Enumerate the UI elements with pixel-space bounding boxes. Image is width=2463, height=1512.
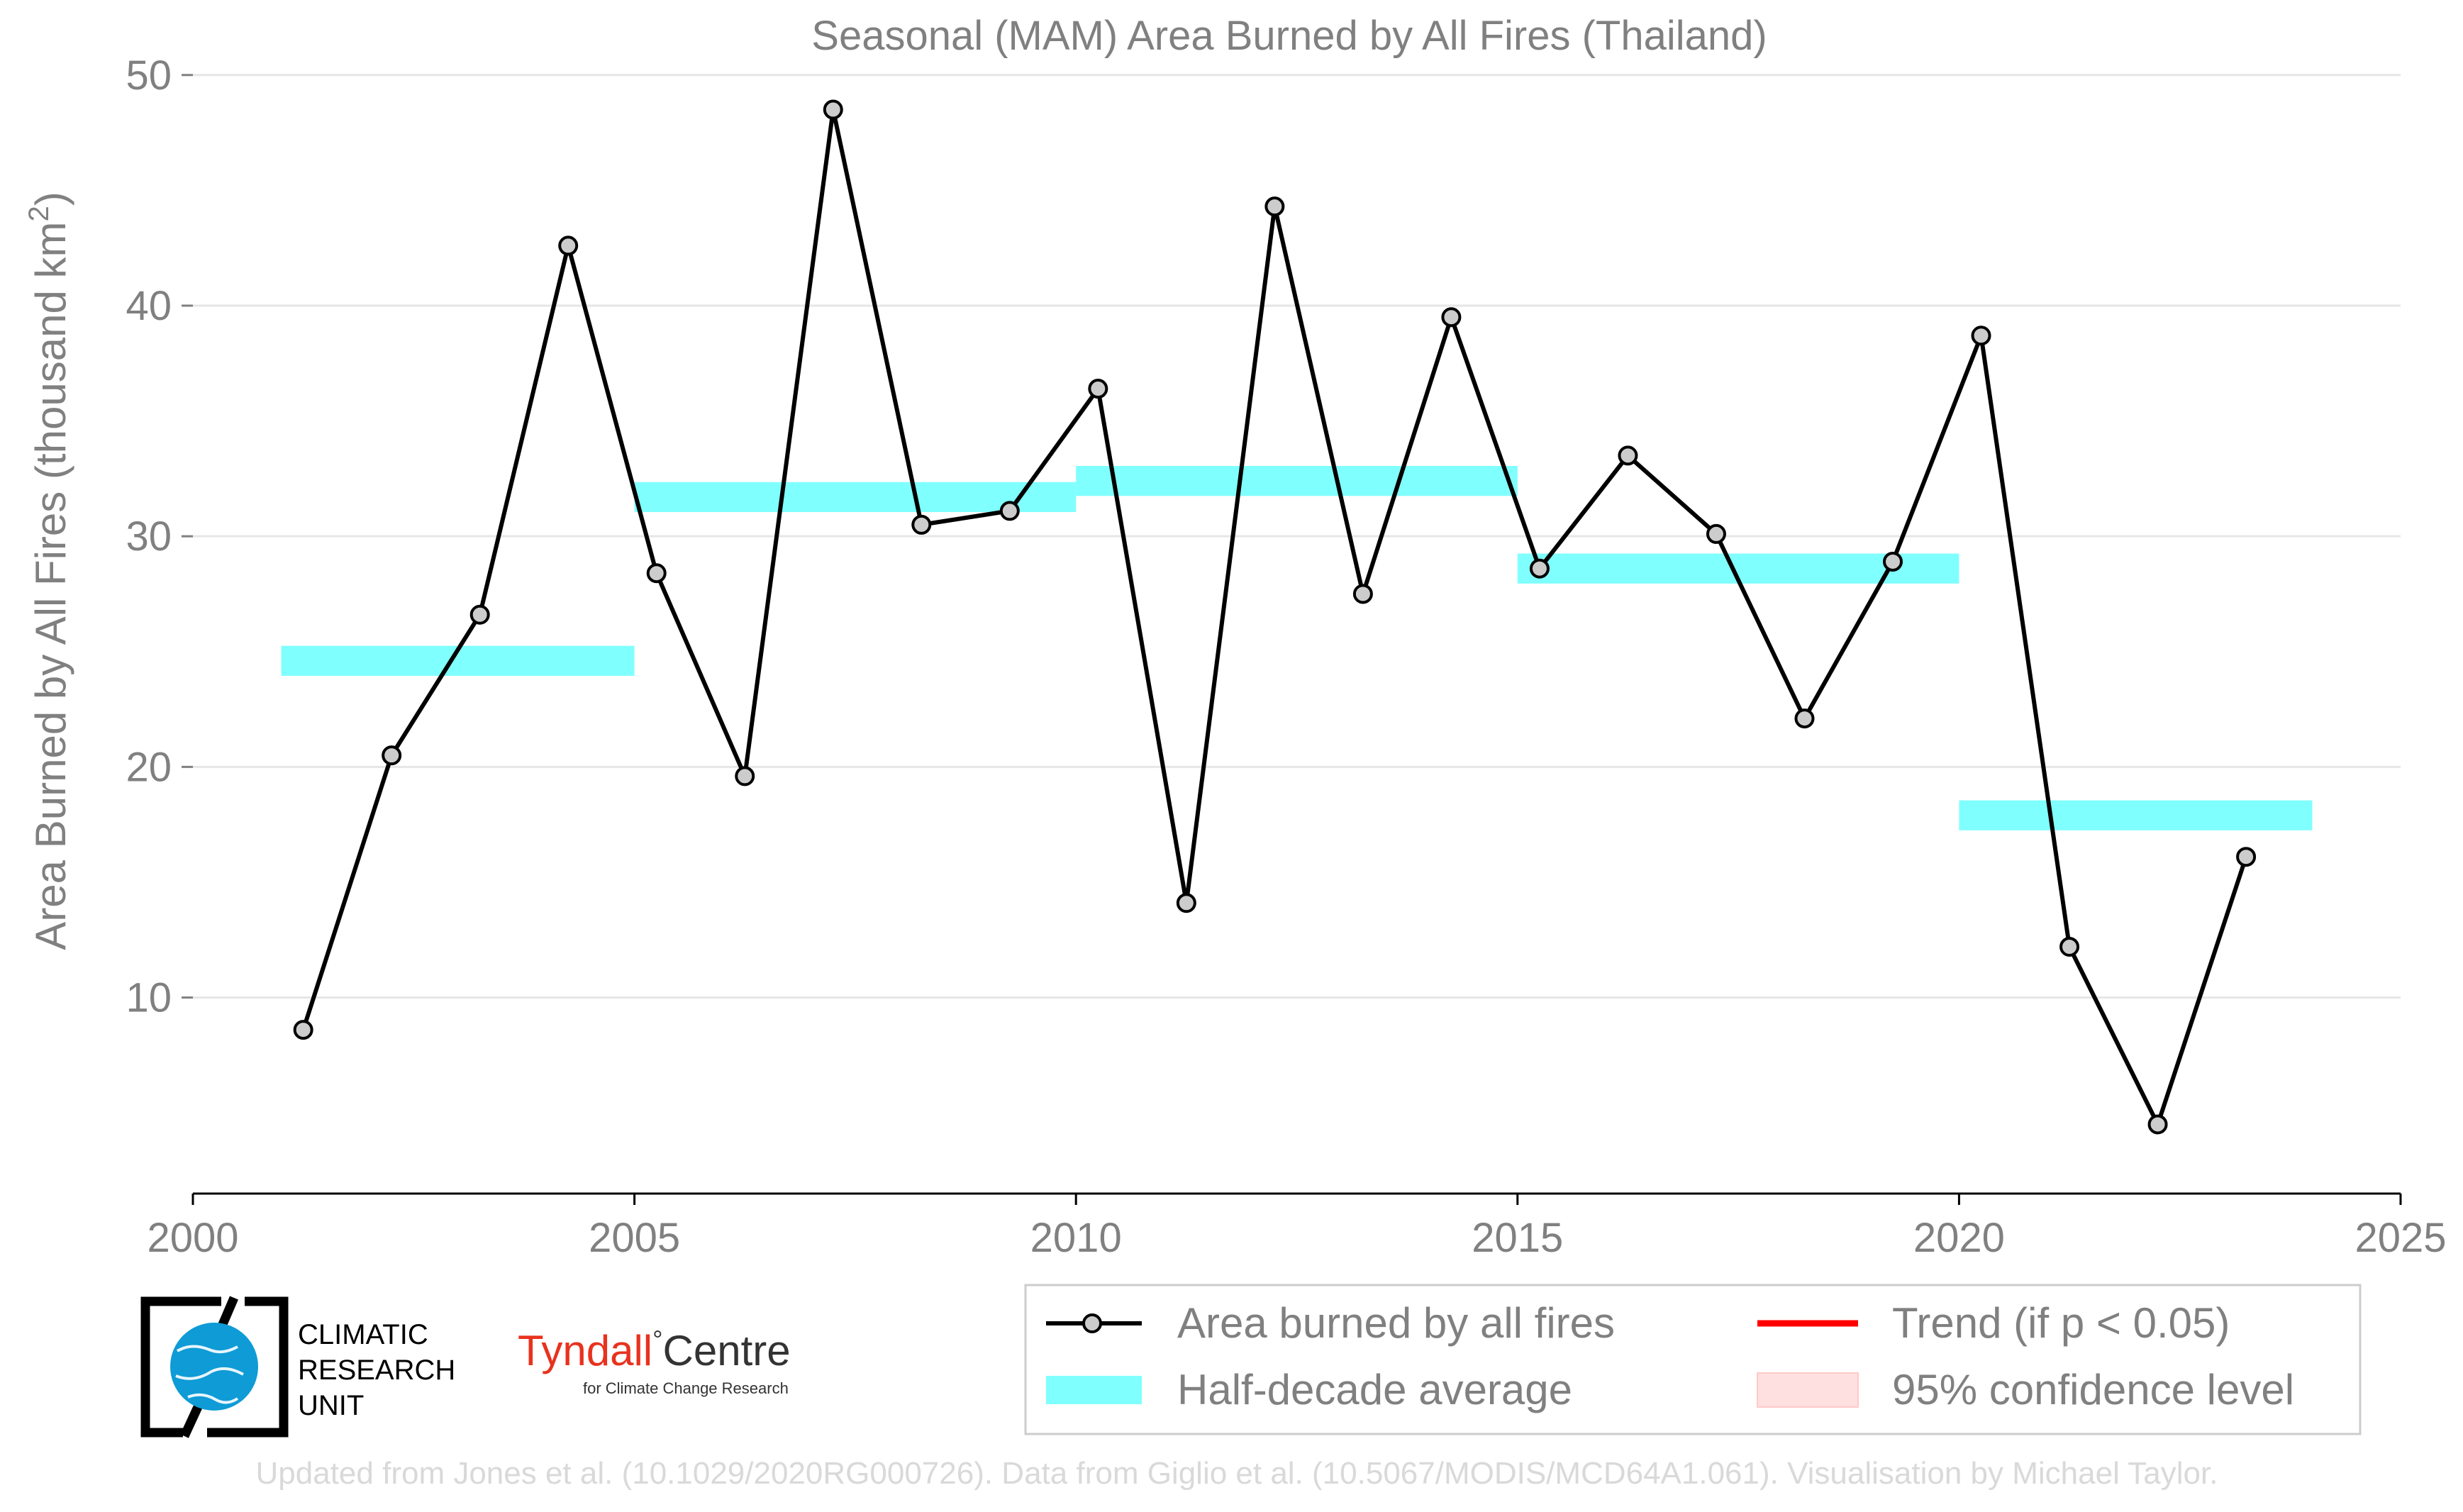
data-point-2008 [911, 514, 932, 535]
half-decade-band-3 [1076, 465, 1518, 496]
legend-swatch-half-decade [1046, 1376, 1142, 1404]
data-point-2007 [823, 99, 843, 120]
data-point-2015 [1529, 558, 1550, 579]
data-point-2014 [1441, 307, 1462, 328]
globe-continent-lines [175, 1345, 244, 1404]
data-point-2016 [1618, 445, 1638, 466]
y-tick-label-50: 50 [126, 52, 172, 99]
data-point-2005 [646, 563, 667, 584]
data-point-2013 [1352, 584, 1373, 604]
data-point-2023 [2236, 847, 2257, 867]
cru-bracket-left [140, 1296, 221, 1438]
data-point-2006 [735, 766, 755, 786]
tick-labels: 10 20 30 40 50 2000 2005 2010 2015 2020 2025 [126, 52, 2446, 1261]
data-point-2010 [1088, 379, 1108, 399]
data-point-2001 [293, 1020, 313, 1040]
legend-label-confidence: 95% confidence level [1892, 1366, 2294, 1413]
data-point-2018 [1794, 708, 1815, 729]
tyndall-name-red: Tyndall [518, 1327, 652, 1374]
data-point-2022 [2147, 1114, 2168, 1135]
x-tick-label-2000: 2000 [147, 1215, 238, 1261]
tyndall-degree: ° [652, 1325, 662, 1354]
series-line-1 [301, 107, 2248, 1127]
axes [182, 74, 2402, 1205]
legend-label-trend: Trend (if p < 0.05) [1892, 1299, 2230, 1347]
grid-lines [193, 74, 2401, 999]
legend-label-area-burned: Area burned by all fires [1177, 1299, 1615, 1347]
data-point-2012 [1264, 196, 1285, 217]
tyndall-name: Tyndall°Centre [518, 1325, 791, 1374]
x-tick-label-2015: 2015 [1472, 1215, 1563, 1261]
data-point-2004 [558, 235, 579, 256]
tyndall-logo: Tyndall°Centre for Climate Change Resear… [518, 1325, 791, 1397]
y-tick-label-30: 30 [126, 513, 172, 560]
x-tick-label-2020: 2020 [1913, 1215, 2005, 1261]
footer-credit: Updated from Jones et al. (10.1029/2020R… [256, 1456, 2218, 1491]
y-axis-label-sup: 2 [23, 206, 55, 221]
y-axis-label-main: Area Burned by All Fires (thousand km [27, 222, 74, 950]
data-series [293, 99, 2257, 1135]
chart-title: Seasonal (MAM) Area Burned by All Fires … [811, 13, 1767, 59]
cru-text-line-1: CLIMATIC [298, 1319, 428, 1350]
y-tick-label-10: 10 [126, 975, 172, 1021]
data-point-2003 [469, 604, 490, 625]
cru-bracket-right [207, 1296, 289, 1438]
globe-icon [170, 1323, 258, 1411]
cru-text-line-3: UNIT [298, 1390, 364, 1421]
cru-logo: CLIMATIC RESEARCH UNIT [140, 1296, 455, 1438]
x-tick-label-2025: 2025 [2354, 1215, 2446, 1261]
y-tick-label-40: 40 [126, 283, 172, 329]
legend-label-half-decade: Half-decade average [1177, 1366, 1572, 1413]
legend-frame [1024, 1284, 2362, 1435]
y-axis-label: Area Burned by All Fires (thousand km2) [23, 191, 74, 950]
data-point-2021 [2059, 937, 2080, 957]
data-point-2009 [999, 501, 1020, 521]
cru-text-line-2: RESEARCH [298, 1355, 455, 1386]
data-point-2017 [1706, 523, 1726, 544]
x-tick-label-2010: 2010 [1030, 1215, 1122, 1261]
legend: Area burned by all fires Trend (if p < 0… [1024, 1284, 2362, 1435]
x-tick-label-2005: 2005 [589, 1215, 680, 1261]
half-decade-band-5 [1959, 800, 2313, 830]
legend-marker-area-burned [1082, 1313, 1102, 1333]
tyndall-tagline: for Climate Change Research [583, 1379, 789, 1397]
data-point-2020 [1971, 326, 1991, 346]
data-point-2019 [1883, 551, 1903, 572]
y-axis-label-close: ) [27, 191, 74, 206]
tyndall-suffix: Centre [663, 1327, 791, 1374]
data-point-2002 [382, 745, 402, 766]
data-point-2011 [1176, 893, 1196, 913]
legend-swatch-confidence [1757, 1372, 1859, 1408]
y-tick-label-20: 20 [126, 744, 172, 790]
half-decade-bands [281, 465, 2313, 830]
